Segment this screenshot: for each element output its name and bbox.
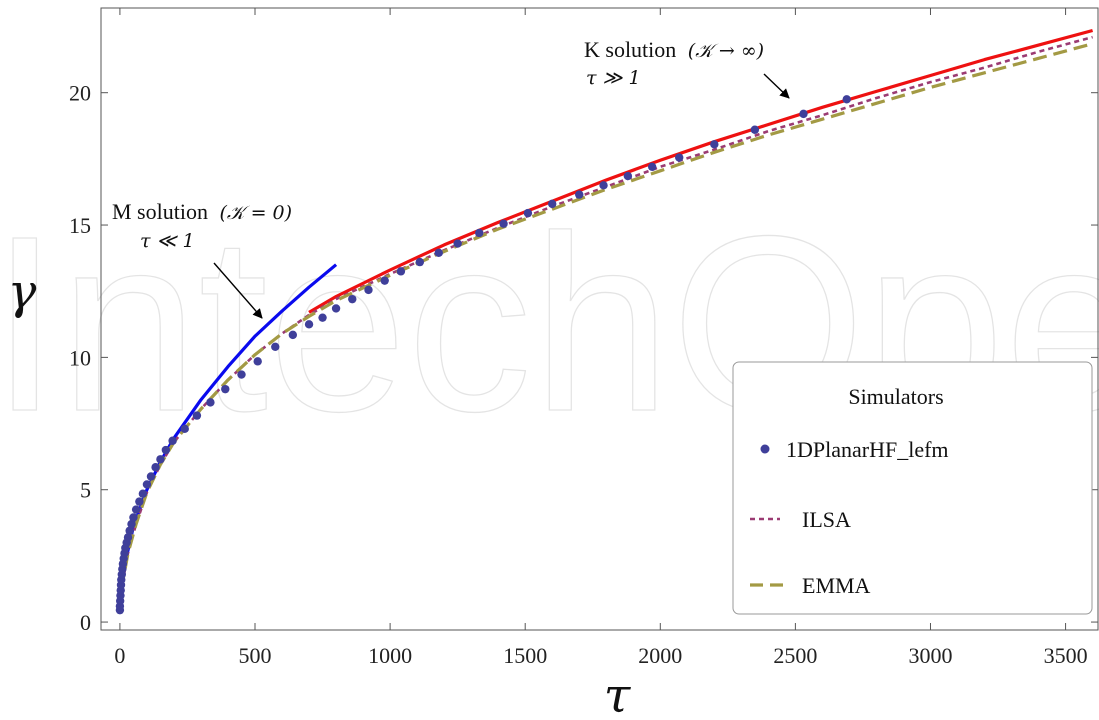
annotation-m-line1: M solution (𝒦 = 0) <box>112 199 292 224</box>
data-point <box>348 294 357 304</box>
x-tick-label: 1500 <box>503 643 547 668</box>
data-point <box>380 276 389 285</box>
annotation-m-solution: M solution (𝒦 = 0) τ ≪ 1 <box>112 199 292 319</box>
y-axis-label: γ <box>8 264 37 320</box>
data-point <box>206 398 215 407</box>
x-tick-label: 2500 <box>773 643 817 668</box>
data-point <box>396 267 406 276</box>
data-point <box>475 228 484 238</box>
annotation-m-condition: (𝒦 = 0) <box>219 202 292 224</box>
data-point <box>799 109 808 119</box>
x-axis-ticks: 0 500 1000 1500 2000 2500 3000 3500 <box>114 8 1088 668</box>
legend-title: Simulators <box>848 384 943 409</box>
y-axis-ticks: 0 5 10 15 20 <box>69 81 1098 635</box>
data-point <box>129 513 138 522</box>
data-point <box>647 162 657 172</box>
annotation-k-line2: τ ≫ 1 <box>586 67 641 89</box>
data-point <box>599 181 608 190</box>
annotation-m-line2: τ ≪ 1 <box>140 230 195 252</box>
legend-box <box>732 361 1093 615</box>
series-line-k-solution <box>308 28 1094 314</box>
legend-label-ilsa: ILSA <box>802 507 851 532</box>
data-point <box>548 199 557 209</box>
data-point <box>750 125 760 134</box>
data-point <box>453 239 462 248</box>
data-point <box>304 320 314 329</box>
x-tick-label: 3500 <box>1044 643 1088 668</box>
annotation-k-solution: K solution (𝒦 → ∞) τ ≫ 1 <box>584 37 790 99</box>
series-1dplanarhf-lefm <box>115 95 851 615</box>
data-point <box>318 313 327 322</box>
data-point <box>575 190 584 199</box>
data-point <box>192 411 202 420</box>
legend-marker-dot <box>760 444 770 454</box>
x-tick-label: 3000 <box>908 643 952 668</box>
plot-frame <box>100 7 1099 631</box>
y-tick-label: 10 <box>69 345 91 370</box>
y-tick-label: 5 <box>80 478 91 503</box>
data-point <box>123 533 133 542</box>
data-point <box>523 208 533 218</box>
data-point <box>434 248 443 258</box>
data-point <box>710 140 719 149</box>
series-line-ilsa <box>118 35 1093 611</box>
legend-item-ilsa: ILSA <box>750 507 851 532</box>
annotation-m-arrow <box>213 262 263 319</box>
x-tick-label: 0 <box>114 643 125 668</box>
data-point <box>415 257 425 267</box>
data-point <box>271 342 280 351</box>
annotation-k-arrow <box>763 73 790 99</box>
data-point <box>499 219 508 228</box>
data-point <box>151 463 160 472</box>
data-point <box>253 357 262 366</box>
annotation-m-label: M solution <box>112 199 208 224</box>
x-tick-label: 500 <box>239 643 272 668</box>
data-point <box>331 304 341 313</box>
data-point <box>288 330 298 340</box>
data-point <box>842 95 851 104</box>
data-point <box>180 424 189 434</box>
legend-item-1dplanarhf: 1DPlanarHF_lefm <box>760 437 949 462</box>
data-point <box>125 526 134 535</box>
data-point <box>146 472 156 481</box>
x-axis-label: τ <box>604 668 632 720</box>
x-tick-label: 2000 <box>638 643 682 668</box>
legend-label-1dplanarhf: 1DPlanarHF_lefm <box>786 437 949 462</box>
data-point <box>364 285 373 295</box>
data-point <box>675 153 684 162</box>
data-point <box>142 480 152 489</box>
data-point <box>135 497 144 506</box>
data-point <box>237 370 246 379</box>
data-point <box>168 436 177 445</box>
data-point <box>156 455 165 464</box>
y-tick-label: 15 <box>69 213 91 238</box>
data-point <box>221 384 230 394</box>
legend-label-emma: EMMA <box>802 573 871 598</box>
data-point <box>623 171 633 181</box>
annotation-k-line1: K solution (𝒦 → ∞) <box>584 37 764 62</box>
y-tick-label: 0 <box>80 610 91 635</box>
data-point <box>127 519 136 529</box>
data-point <box>131 505 141 514</box>
data-point <box>161 445 171 455</box>
x-tick-label: 1000 <box>368 643 412 668</box>
data-point <box>138 489 148 498</box>
y-tick-label: 20 <box>69 81 91 106</box>
series-line-emma <box>118 42 1094 611</box>
legend: Simulators 1DPlanarHF_lefm ILSA EMMA <box>732 361 1093 615</box>
legend-item-emma: EMMA <box>750 573 871 598</box>
series-layer <box>115 28 1094 615</box>
annotation-k-label: K solution <box>584 37 676 62</box>
annotation-k-condition: (𝒦 → ∞) <box>688 40 764 62</box>
